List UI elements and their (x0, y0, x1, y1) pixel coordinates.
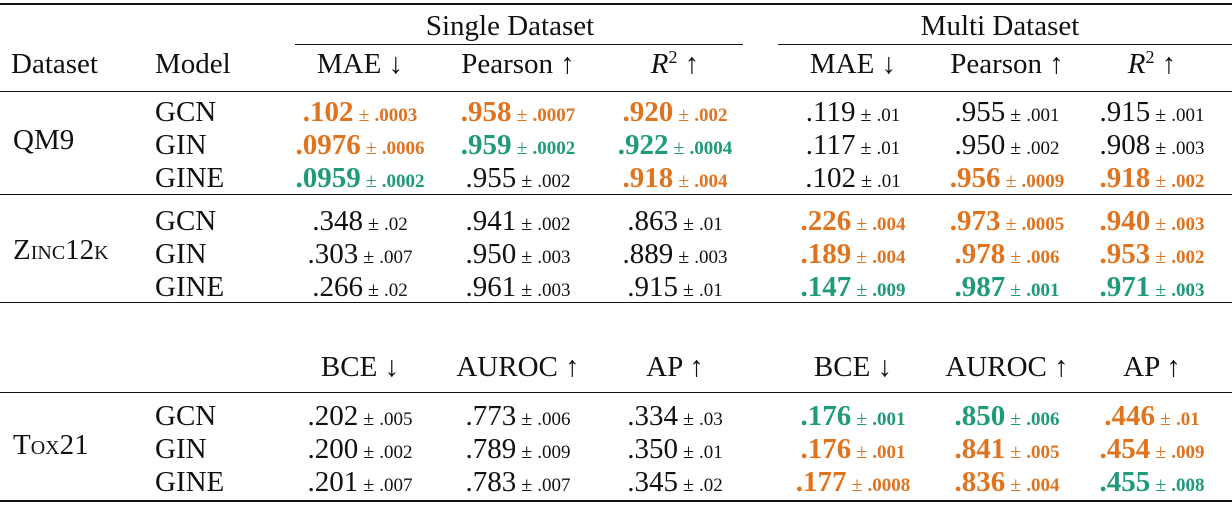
model-label: GIN (155, 238, 207, 270)
top-rule (0, 3, 1232, 5)
table-cell: .266 ± .02 (312, 271, 408, 303)
qm9-zinc-rule (0, 194, 1232, 195)
model-label: GIN (155, 433, 207, 465)
classification-metric-header-4: AUROC ↑ (945, 351, 1069, 383)
table-cell: .334 ± .03 (627, 400, 723, 432)
regression-metric-header-4: Pearson ↑ (950, 48, 1064, 80)
zinc-end-rule (0, 302, 1232, 303)
table-cell: .940 ± .003 (1099, 205, 1205, 237)
dataset-label-tox21: Tox21 (13, 431, 89, 460)
table-cell: .176 ± .001 (800, 400, 906, 432)
regression-metric-header-3: MAE ↓ (809, 48, 897, 80)
table-cell: .147 ± .009 (800, 271, 906, 303)
table-cell: .863 ± .01 (627, 205, 723, 237)
table-cell: .955 ± .001 (954, 96, 1060, 128)
group-header-single: Single Dataset (425, 10, 595, 42)
table-cell: .348 ± .02 (312, 205, 408, 237)
model-column-header: Model (155, 48, 231, 80)
classification-metric-header-2: AP ↑ (646, 351, 704, 383)
table-cell: .953 ± .002 (1099, 238, 1205, 270)
group-header-multi: Multi Dataset (920, 10, 1080, 42)
table-cell: .955 ± .002 (465, 162, 571, 194)
table-cell: .303 ± .007 (307, 238, 413, 270)
model-label: GIN (155, 129, 207, 161)
table-cell: .789 ± .009 (465, 433, 571, 465)
dataset-label-tox21-text: Tox21 (13, 429, 89, 461)
group-underline-multi (778, 44, 1232, 45)
table-cell: .915 ± .01 (627, 271, 723, 303)
bottom-rule (0, 500, 1232, 502)
table-cell: .987 ± .001 (954, 271, 1060, 303)
classification-metric-header-0: BCE ↓ (320, 351, 400, 383)
regression-metric-header-5: R2 ↑ (1127, 47, 1177, 80)
model-label: GCN (155, 400, 217, 432)
table-cell: .941 ± .002 (465, 205, 571, 237)
table-cell: .119 ± .01 (805, 96, 901, 128)
table-cell: .908 ± .003 (1099, 129, 1205, 161)
table-cell: .956 ± .0009 (949, 162, 1065, 194)
table-cell: .350 ± .01 (627, 433, 723, 465)
dataset-column-header: Dataset (11, 48, 98, 80)
dataset-label-qm9: QM9 (13, 124, 75, 156)
table-cell: .201 ± .007 (307, 466, 413, 498)
table-cell: .950 ± .003 (465, 238, 571, 270)
table-cell: .177 ± .0008 (795, 466, 911, 498)
table-cell: .971 ± .003 (1099, 271, 1205, 303)
table-cell: .0959 ± .0002 (295, 162, 425, 194)
model-label: GCN (155, 205, 217, 237)
regression-metric-header-0: MAE ↓ (316, 48, 404, 80)
table-cell: .773 ± .006 (465, 400, 571, 432)
table-cell: .0976 ± .0006 (295, 129, 425, 161)
model-label: GCN (155, 96, 217, 128)
model-label: GINE (155, 162, 225, 194)
table-cell: .978 ± .006 (954, 238, 1060, 270)
table-cell: .918 ± .004 (622, 162, 728, 194)
table-cell: .959 ± .0002 (460, 129, 576, 161)
table-cell: .446 ± .01 (1104, 400, 1200, 432)
model-label: GINE (155, 466, 225, 498)
table-cell: .915 ± .001 (1099, 96, 1205, 128)
table-cell: .973 ± .0005 (949, 205, 1065, 237)
table-cell: .202 ± .005 (307, 400, 413, 432)
table-cell: .836 ± .004 (954, 466, 1060, 498)
table-cell: .783 ± .007 (465, 466, 571, 498)
table-cell: .889 ± .003 (622, 238, 728, 270)
table-cell: .117 ± .01 (805, 129, 901, 161)
table-cell: .345 ± .02 (627, 466, 723, 498)
header-rule (0, 91, 1232, 92)
table-cell: .189 ± .004 (800, 238, 906, 270)
classification-metric-header-5: AP ↑ (1123, 351, 1181, 383)
table-cell: .102 ± .01 (805, 162, 901, 194)
table-cell: .102 ± .0003 (302, 96, 418, 128)
table-cell: .176 ± .001 (800, 433, 906, 465)
model-label: GINE (155, 271, 225, 303)
table-cell: .454 ± .009 (1099, 433, 1205, 465)
table-cell: .918 ± .002 (1099, 162, 1205, 194)
regression-metric-header-1: Pearson ↑ (461, 48, 575, 80)
table-cell: .920 ± .002 (622, 96, 728, 128)
classification-metric-header-1: AUROC ↑ (456, 351, 580, 383)
table-cell: .958 ± .0007 (460, 96, 576, 128)
table-cell: .841 ± .005 (954, 433, 1060, 465)
classification-header-rule (0, 392, 1232, 393)
group-underline-single (295, 44, 743, 45)
table-cell: .961 ± .003 (465, 271, 571, 303)
dataset-label-zinc12k: Zinc12k (13, 236, 109, 265)
table-cell: .922 ± .0004 (617, 129, 733, 161)
classification-metric-header-3: BCE ↓ (813, 351, 893, 383)
table-cell: .200 ± .002 (307, 433, 413, 465)
table-cell: .455 ± .008 (1099, 466, 1205, 498)
table-cell: .850 ± .006 (954, 400, 1060, 432)
table-cell: .226 ± .004 (800, 205, 906, 237)
regression-metric-header-2: R2 ↑ (650, 47, 700, 80)
dataset-label-zinc12k-text: Zinc12k (13, 234, 109, 266)
table-cell: .950 ± .002 (954, 129, 1060, 161)
